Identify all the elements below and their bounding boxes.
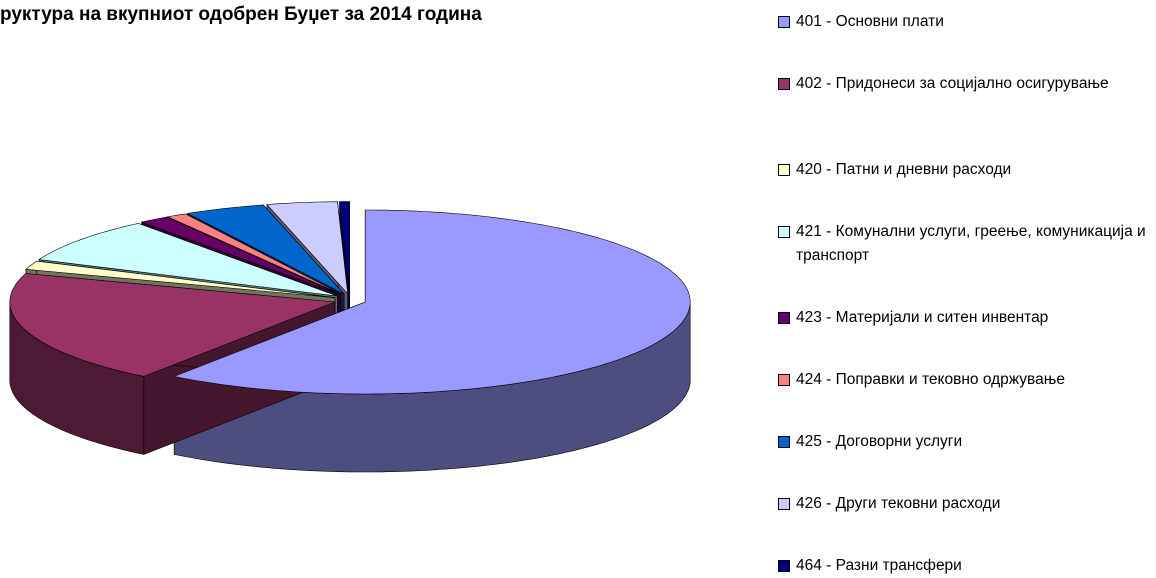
legend-item: 424 - Поправки и тековно одржување xyxy=(778,368,1156,392)
legend-swatch xyxy=(778,164,790,176)
legend-label: 402 - Придонеси за социјално осигурување xyxy=(796,75,1109,92)
legend-swatch xyxy=(778,498,790,510)
legend-item: 420 - Патни и дневни расходи xyxy=(778,158,1156,182)
slice xyxy=(186,204,345,295)
legend-swatch xyxy=(778,16,790,28)
legend-swatch xyxy=(778,226,790,238)
slice xyxy=(38,223,338,297)
legend-item: 423 - Материјали и ситен инвентар xyxy=(778,306,1156,330)
legend-label: 423 - Материјали и ситен инвентар xyxy=(796,309,1049,326)
legend-swatch xyxy=(778,560,790,572)
legend-item: 426 - Други тековни расходи xyxy=(778,492,1156,516)
slice xyxy=(166,213,343,295)
legend-item: 421 - Комунални услуги, греење, комуника… xyxy=(778,220,1156,268)
slice xyxy=(25,260,336,298)
legend-swatch xyxy=(778,78,790,90)
slice xyxy=(173,209,691,395)
slice xyxy=(140,216,341,296)
slice xyxy=(339,201,351,294)
slice xyxy=(9,273,335,377)
legend-item: 401 - Основни плати xyxy=(778,10,1156,34)
legend-swatch xyxy=(778,312,790,324)
legend-label: 464 - Разни трансфери xyxy=(796,557,962,574)
legend-label: 401 - Основни плати xyxy=(796,13,944,30)
slice xyxy=(266,201,349,295)
legend-label: 420 - Патни и дневни расходи xyxy=(796,161,1012,178)
legend-label: 421 - Комунални услуги, греење, комуника… xyxy=(796,223,1146,264)
legend-item: 425 - Договорни услуги xyxy=(778,430,1156,454)
legend-label: 425 - Договорни услуги xyxy=(796,433,963,450)
legend-label: 426 - Други тековни расходи xyxy=(796,495,1001,512)
legend-swatch xyxy=(778,374,790,386)
legend-label: 424 - Поправки и тековно одржување xyxy=(796,371,1065,388)
legend-swatch xyxy=(778,436,790,448)
legend-item: 402 - Придонеси за социјално осигурување xyxy=(778,72,1156,96)
chart-title: руктура на вкупниот одобрен Буџет за 201… xyxy=(0,4,482,25)
page: {"chart_data": {"type": "pie3d", "title"… xyxy=(0,4,1156,574)
chart xyxy=(9,201,691,473)
